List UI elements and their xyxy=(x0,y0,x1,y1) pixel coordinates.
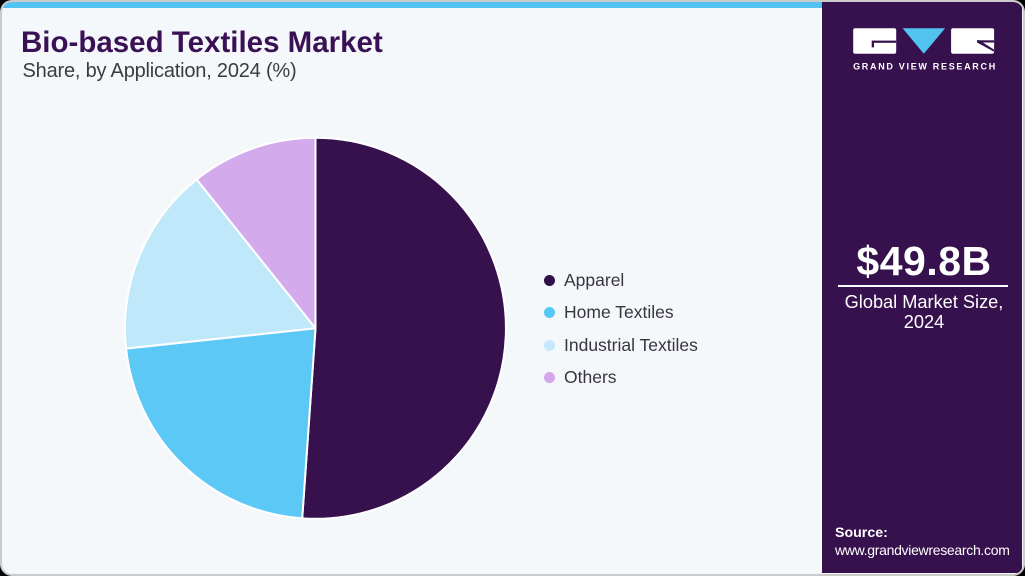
svg-text:GRAND VIEW RESEARCH: GRAND VIEW RESEARCH xyxy=(853,62,997,72)
